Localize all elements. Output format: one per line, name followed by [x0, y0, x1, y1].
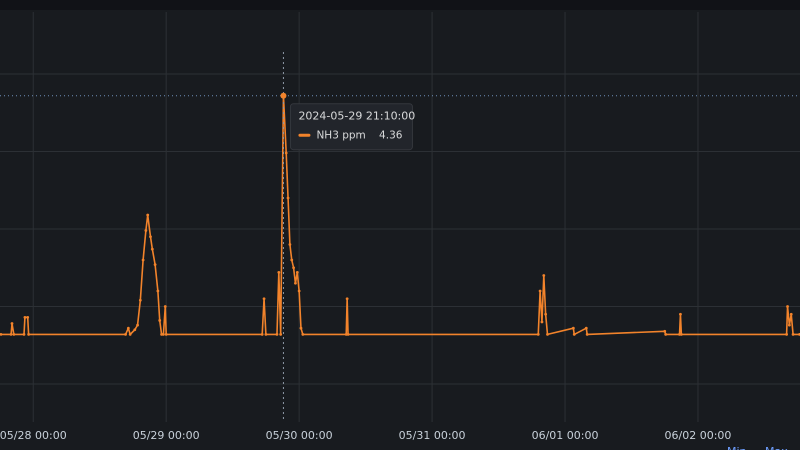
- data-point: [295, 271, 299, 274]
- hover-point: [280, 92, 287, 99]
- data-point: [275, 333, 279, 336]
- data-point: [585, 333, 589, 336]
- data-point: [679, 333, 683, 336]
- data-point: [279, 333, 283, 336]
- data-point: [146, 213, 150, 217]
- data-point: [536, 333, 540, 336]
- data-point: [663, 329, 667, 333]
- data-point: [572, 333, 576, 336]
- data-point: [288, 243, 292, 246]
- data-point: [12, 333, 16, 336]
- data-point: [138, 298, 142, 302]
- data-point: [346, 333, 350, 336]
- data-point: [141, 258, 145, 262]
- data-point: [277, 271, 281, 274]
- data-point: [546, 333, 549, 336]
- data-point: [126, 326, 130, 330]
- data-point: [679, 312, 682, 316]
- data-point: [789, 312, 793, 316]
- data-point: [571, 326, 575, 330]
- data-point: [27, 333, 31, 336]
- data-point: [299, 326, 303, 330]
- data-point: [136, 323, 139, 327]
- data-point: [301, 333, 305, 336]
- data-point: [156, 289, 160, 293]
- data-point: [294, 281, 297, 285]
- data-point: [23, 315, 27, 319]
- data-point: [26, 315, 30, 319]
- data-point: [10, 322, 14, 325]
- tooltip: [289, 103, 413, 151]
- data-point: [158, 319, 162, 322]
- x-tick-label: 06/02 00:00: [665, 429, 732, 442]
- data-point: [133, 328, 137, 332]
- data-point: [787, 323, 791, 327]
- data-point: [290, 258, 294, 262]
- data-point: [162, 333, 165, 336]
- data-point: [345, 297, 349, 301]
- data-point: [664, 333, 668, 336]
- data-point: [540, 320, 544, 324]
- data-point: [264, 333, 268, 336]
- data-point: [791, 333, 795, 336]
- data-point: [785, 333, 789, 336]
- data-point: [297, 289, 301, 293]
- x-tick-label: 06/01 00:00: [532, 429, 599, 442]
- data-point: [544, 312, 548, 316]
- data-point: [284, 151, 288, 155]
- data-point: [292, 266, 295, 270]
- tooltip-series-name: NH3 ppm: [316, 130, 365, 142]
- x-tick-label: 05/28 00:00: [0, 429, 67, 442]
- top-bar: [0, 0, 800, 10]
- data-point: [584, 326, 588, 330]
- data-point: [0, 333, 3, 336]
- data-point: [124, 333, 127, 336]
- data-point: [9, 333, 13, 336]
- legend-column-header: Min: [727, 445, 747, 450]
- x-tick-label: 05/31 00:00: [399, 429, 466, 442]
- data-point: [538, 289, 542, 293]
- data-point: [150, 247, 154, 251]
- data-point: [262, 297, 266, 301]
- data-point: [144, 229, 148, 232]
- tooltip-value: 4.36: [379, 130, 403, 142]
- data-point: [286, 196, 290, 200]
- data-point: [153, 263, 157, 267]
- tooltip-time: 2024-05-29 21:10:00: [298, 110, 415, 123]
- data-point: [164, 333, 168, 336]
- data-point: [786, 305, 789, 308]
- data-point: [163, 305, 167, 308]
- x-tick-label: 05/30 00:00: [266, 429, 333, 442]
- data-point: [149, 235, 152, 239]
- data-point: [542, 274, 546, 277]
- legend-column-header: Max: [765, 445, 788, 450]
- tooltip-swatch: [298, 133, 311, 137]
- data-point: [22, 333, 26, 336]
- data-point: [128, 333, 132, 336]
- x-tick-label: 05/29 00:00: [133, 429, 200, 442]
- data-point: [260, 333, 264, 336]
